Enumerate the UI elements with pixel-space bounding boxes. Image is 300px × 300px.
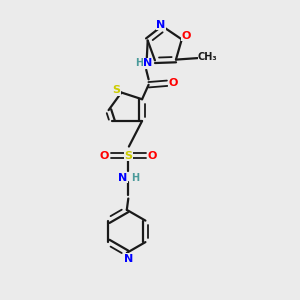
Text: O: O — [169, 78, 178, 88]
Text: O: O — [148, 151, 157, 160]
Text: CH₃: CH₃ — [198, 52, 218, 62]
Text: S: S — [124, 151, 132, 160]
Text: N: N — [118, 172, 128, 183]
Text: N: N — [124, 254, 133, 264]
Text: H: H — [131, 172, 139, 183]
Text: O: O — [100, 151, 109, 160]
Text: H: H — [136, 58, 144, 68]
Text: N: N — [143, 58, 152, 68]
Text: O: O — [182, 31, 191, 41]
Text: S: S — [112, 85, 120, 95]
Text: N: N — [156, 20, 165, 30]
